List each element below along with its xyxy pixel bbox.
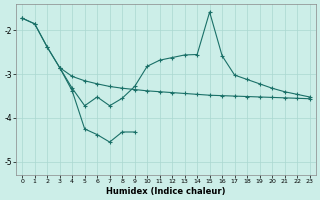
X-axis label: Humidex (Indice chaleur): Humidex (Indice chaleur): [106, 187, 226, 196]
